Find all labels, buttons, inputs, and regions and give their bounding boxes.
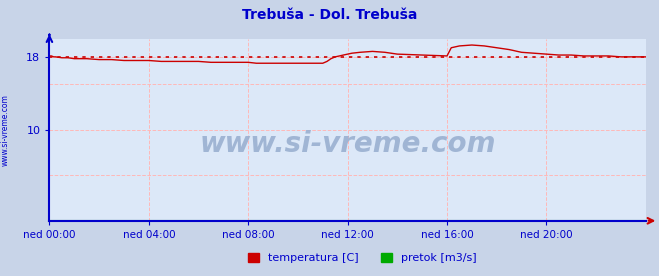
Legend: temperatura [C], pretok [m3/s]: temperatura [C], pretok [m3/s] — [244, 249, 481, 268]
Text: www.si-vreme.com: www.si-vreme.com — [200, 130, 496, 158]
Text: www.si-vreme.com: www.si-vreme.com — [1, 94, 10, 166]
Text: Trebuša - Dol. Trebuša: Trebuša - Dol. Trebuša — [242, 8, 417, 22]
